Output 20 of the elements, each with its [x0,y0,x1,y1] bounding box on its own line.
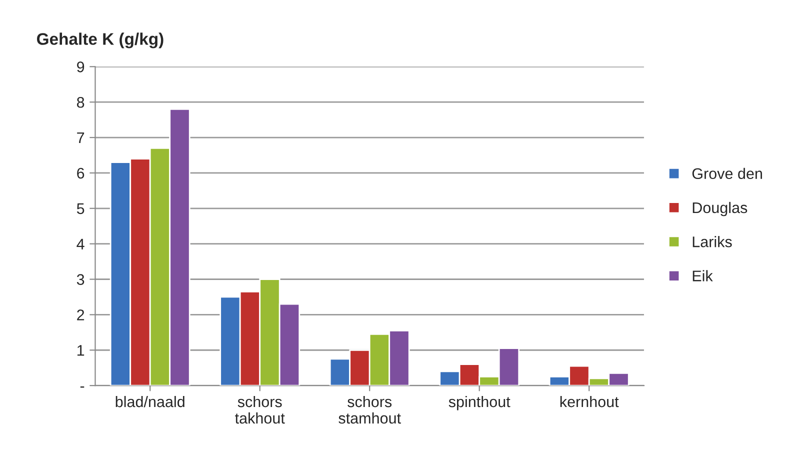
legend-label: Lariks [692,236,732,248]
x-tick-label: spinthout [448,396,510,410]
y-tick-label: 3 [76,274,84,285]
y-tick-label: 7 [77,132,84,144]
y-tick-label: 4 [76,238,84,250]
y-tick-label: 8 [76,96,84,108]
legend-label: Grove den [692,168,762,180]
x-tick-label: schors stamhout [338,396,401,424]
y-tick-label: 5 [76,203,84,214]
x-tick-label: schors takhout [235,396,285,424]
legend-label: Eik [692,270,713,282]
y-tick-label: 2 [77,310,84,320]
x-tick-label: blad/naald [116,396,184,408]
y-tick-label: 1 [77,345,84,356]
legend-label: Douglas [692,202,748,216]
y-tick-label: 6 [77,168,84,179]
y-tick-label: - [80,386,84,388]
x-tick-label: kernhout [560,396,619,408]
y-tick-label: 9 [77,62,84,72]
y-axis-title: Gehalte K (g/kg) [37,32,164,48]
